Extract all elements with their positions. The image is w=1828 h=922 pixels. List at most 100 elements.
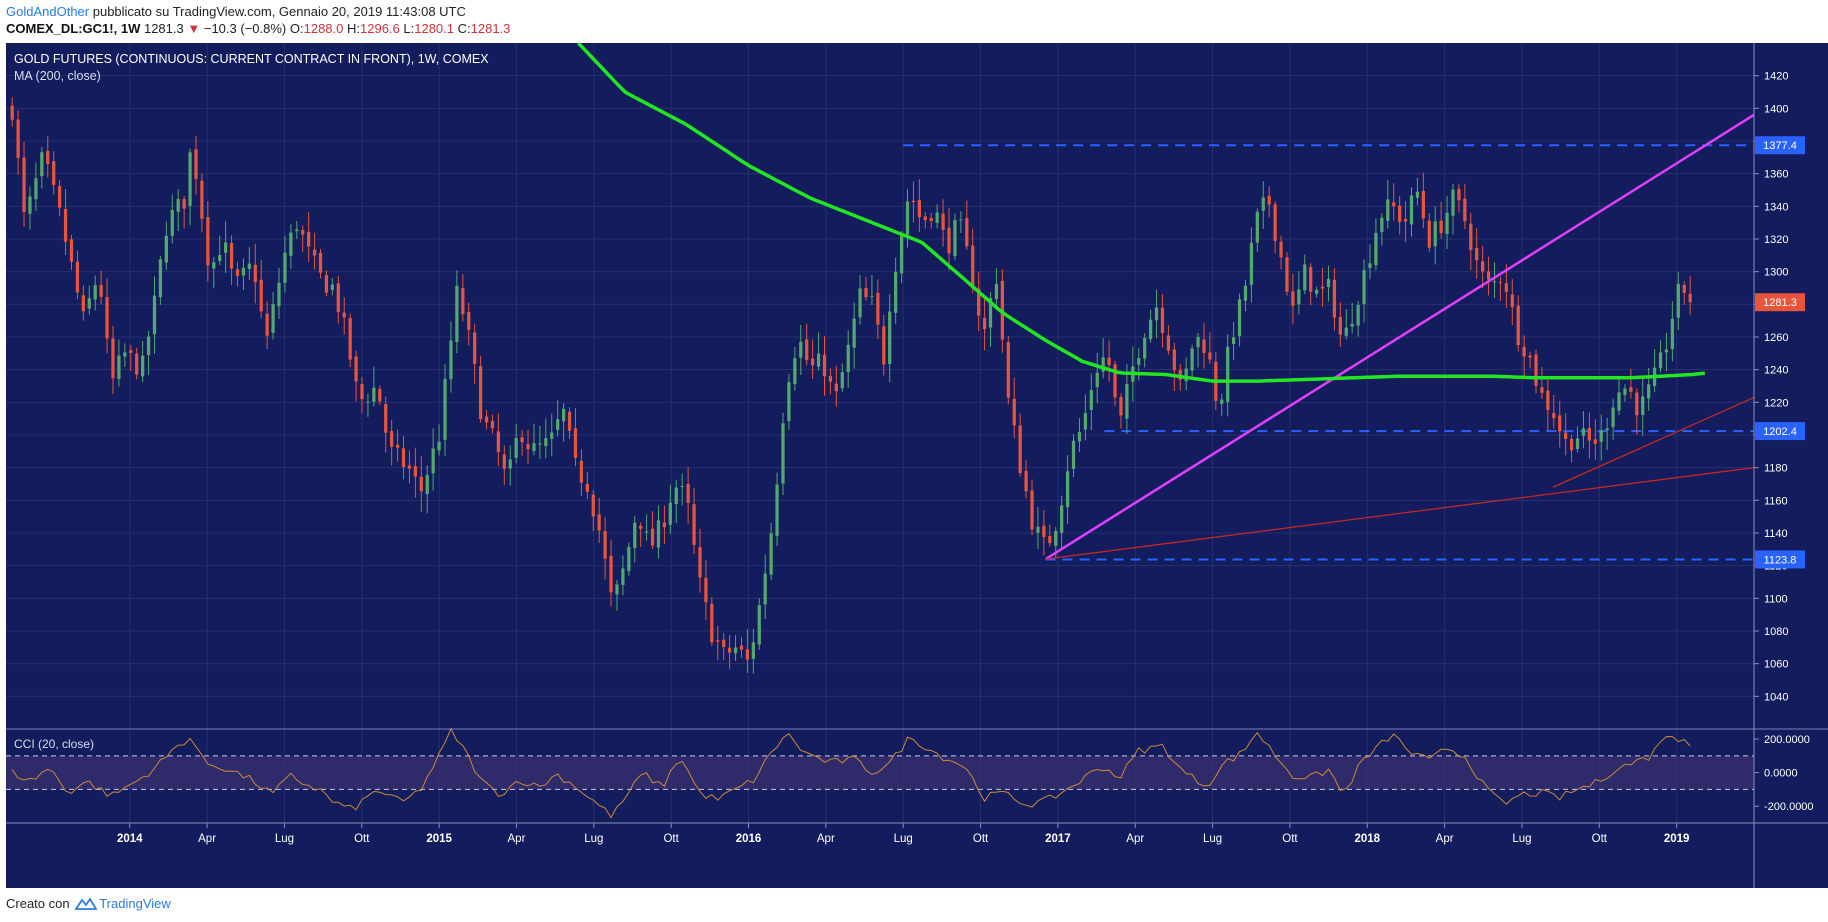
down-arrow-icon: ▼ — [187, 21, 201, 36]
change-text: −10.3 (−0.8%) — [203, 21, 287, 36]
candle-body — [923, 216, 927, 221]
candle-body — [1060, 505, 1064, 533]
level-badge — [1755, 136, 1805, 155]
time-tick-label: Apr — [1126, 833, 1144, 845]
candle-body — [704, 577, 708, 603]
candle-body — [1285, 257, 1289, 292]
time-tick-label: Lug — [275, 833, 294, 845]
price-chart[interactable]: 1040106010801100112011401160118012001220… — [0, 43, 1828, 889]
candle-body — [75, 261, 80, 293]
candle-body — [1036, 526, 1040, 533]
candle-body — [1475, 247, 1479, 261]
candle-body — [105, 297, 109, 339]
candle-body — [1196, 336, 1200, 348]
candle-body — [425, 474, 429, 495]
time-tick-label: Ott — [973, 833, 989, 845]
candle-body — [567, 411, 572, 431]
cci-panel — [6, 727, 1828, 819]
price-tick-label: 1060 — [1764, 659, 1788, 671]
candle-body — [668, 502, 672, 525]
candle-body — [158, 259, 163, 298]
price-tick-label: 1160 — [1764, 495, 1788, 507]
price-tick-label: 1220 — [1764, 397, 1788, 409]
candle-body — [710, 603, 714, 643]
candle-body — [164, 235, 168, 263]
candle-body — [544, 438, 548, 447]
candle-body — [947, 227, 951, 254]
candle-body — [1095, 372, 1099, 388]
ma-legend: MA (200, close) — [14, 69, 101, 83]
candle-body — [550, 432, 554, 439]
candle-body — [1113, 364, 1117, 398]
candle-body — [1125, 384, 1129, 419]
candle-body — [1350, 323, 1354, 327]
candle-body — [1605, 428, 1609, 431]
candle-body — [330, 284, 334, 290]
candle-body — [977, 288, 981, 316]
candle-body — [1386, 199, 1390, 221]
candle-body — [146, 336, 151, 356]
candle-body — [449, 340, 453, 380]
tradingview-link[interactable]: TradingView — [99, 896, 171, 911]
candle-body — [1326, 278, 1331, 288]
candle-body — [508, 459, 512, 469]
candle-body — [609, 555, 613, 593]
candle-body — [390, 430, 394, 447]
candle-body — [312, 249, 317, 256]
candle-body — [1427, 220, 1431, 248]
candle-body — [289, 232, 293, 256]
candle-body — [1492, 281, 1497, 283]
last-price-text: 1281.3 — [143, 21, 184, 36]
candle-body — [1510, 294, 1514, 308]
candle-body — [1581, 428, 1586, 436]
author-link[interactable]: GoldAndOther — [6, 4, 90, 19]
candle-body — [419, 476, 423, 492]
candle-body — [1617, 392, 1621, 411]
candle-body — [1303, 264, 1307, 291]
candle-body — [117, 355, 121, 379]
candle-body — [597, 514, 601, 531]
candle-body — [941, 213, 945, 230]
candle-body — [247, 263, 251, 270]
candle-body — [57, 186, 62, 208]
candle-body — [1682, 284, 1686, 293]
candle-body — [959, 219, 963, 221]
candle-body — [437, 441, 441, 451]
candle-body — [585, 483, 589, 492]
candle-body — [1291, 291, 1295, 306]
candle-body — [1409, 195, 1414, 225]
candle-body — [259, 279, 263, 312]
price-tick-label: 1140 — [1764, 528, 1788, 540]
candle-body — [52, 161, 56, 186]
candle-body — [354, 356, 358, 382]
time-tick-label: Apr — [817, 833, 835, 845]
candle-body — [1083, 413, 1088, 430]
time-tick-label: Lug — [1512, 833, 1531, 845]
candle-body — [650, 528, 655, 546]
candle-body — [1137, 358, 1141, 365]
candle-body — [1670, 318, 1675, 350]
candle-body — [633, 522, 637, 549]
low-value: 1280.1 — [414, 21, 454, 36]
candle-body — [1309, 267, 1313, 292]
cci-tick-label: -200.0000 — [1764, 801, 1814, 813]
level-badge-label: 1123.8 — [1764, 554, 1797, 566]
time-tick-label: 2017 — [1045, 833, 1071, 845]
ma-200 — [577, 43, 1706, 383]
candle-body — [621, 568, 625, 585]
candle-body — [265, 313, 269, 336]
candle-body — [34, 178, 38, 200]
candle-body — [822, 354, 827, 377]
symbol-label: COMEX_DL:GC1!, 1W — [6, 21, 141, 36]
candle-body — [722, 639, 726, 648]
candle-body — [1664, 349, 1669, 353]
candle-body — [1243, 285, 1248, 301]
footer: Creato con TradingView — [6, 896, 171, 911]
close-label: C: — [457, 21, 471, 36]
candle-body — [698, 547, 702, 578]
candle-body — [532, 443, 536, 451]
high-label: H: — [347, 21, 360, 36]
candle-body — [799, 341, 803, 358]
trendline — [1552, 396, 1755, 488]
candle-body — [1433, 221, 1437, 247]
